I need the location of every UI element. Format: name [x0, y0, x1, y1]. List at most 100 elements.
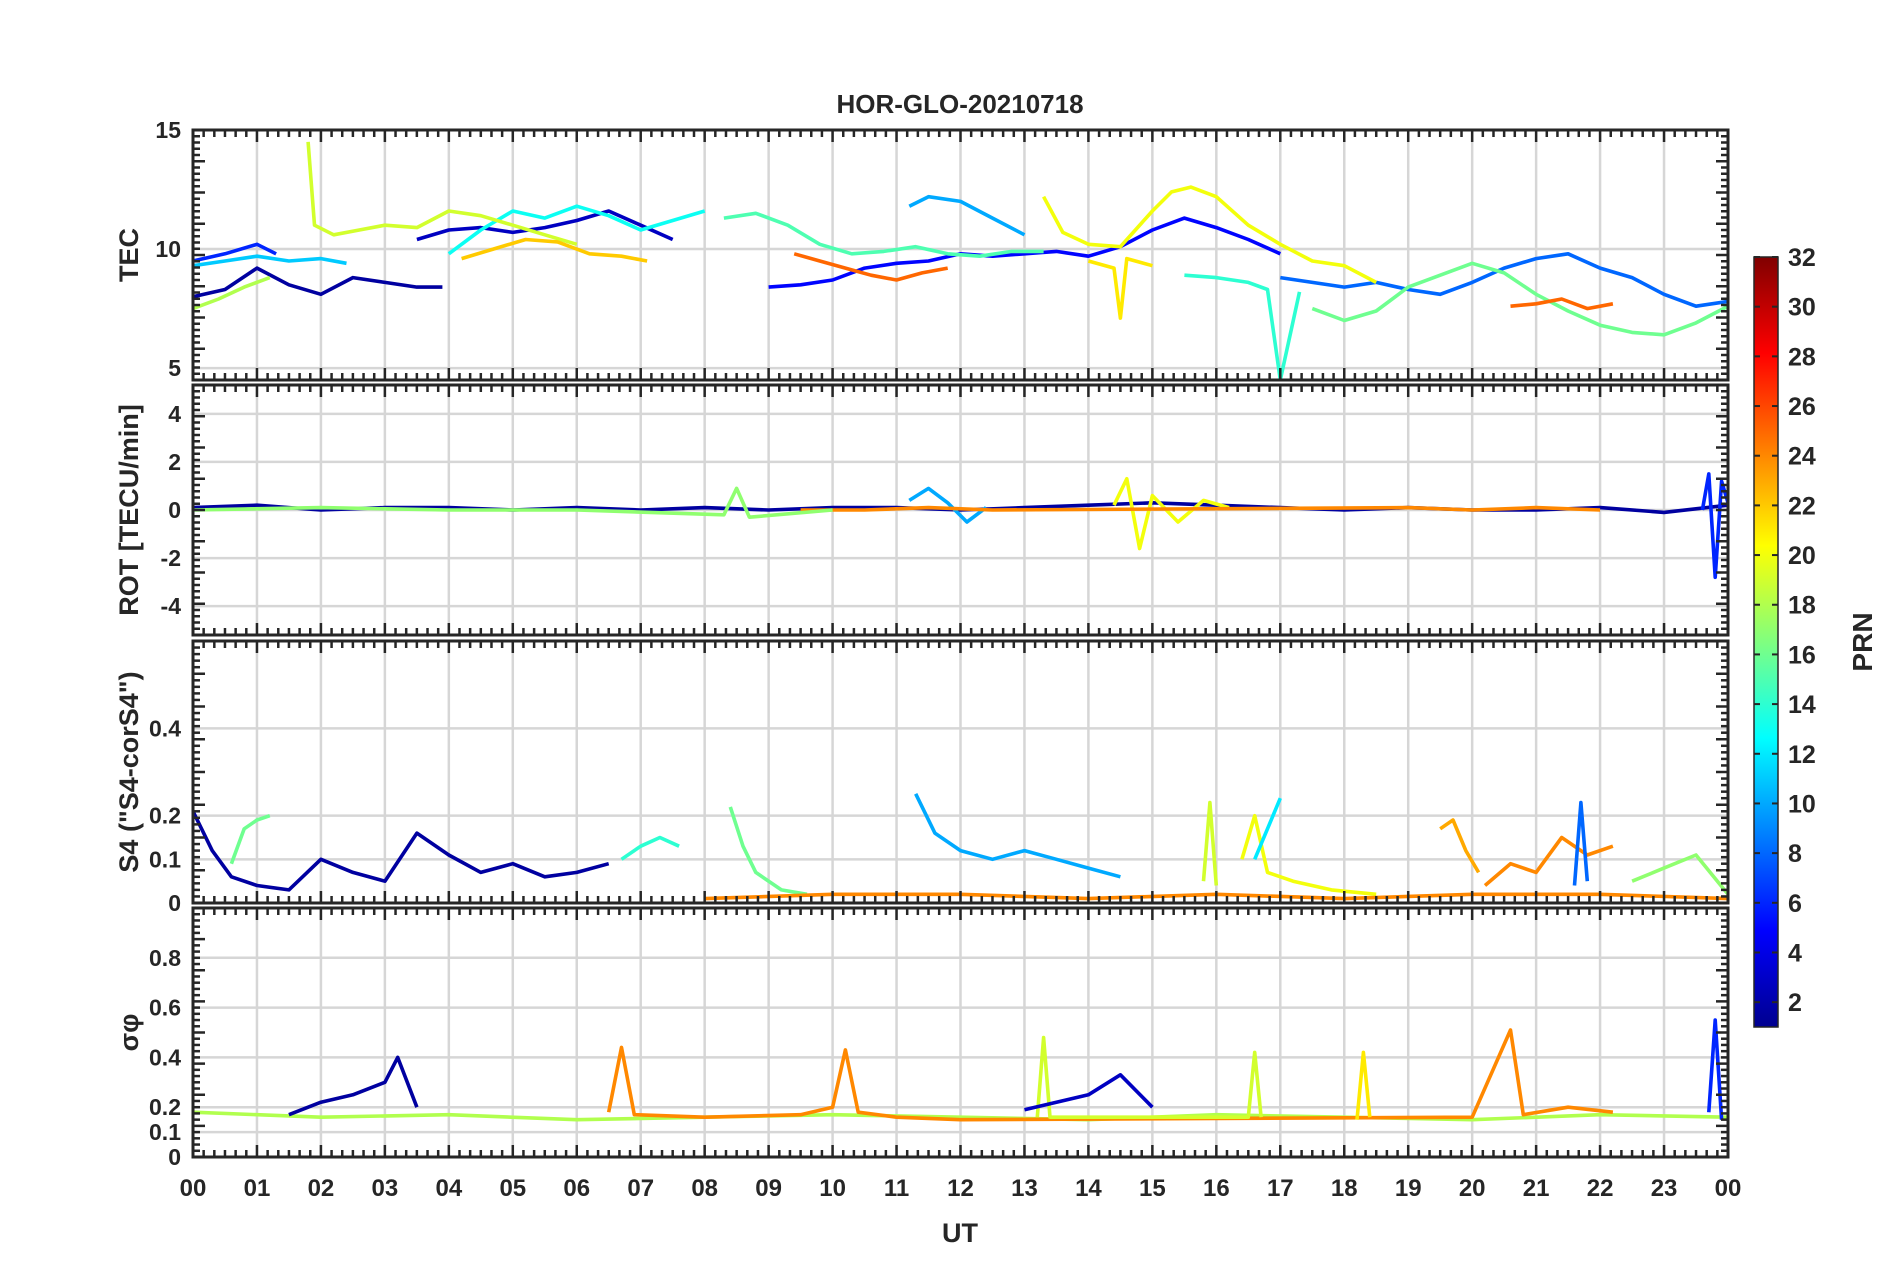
x-tick-label: 00: [180, 1175, 207, 1202]
x-tick-label: 15: [1139, 1175, 1166, 1202]
y-tick-label: 0.1: [149, 1119, 181, 1145]
colorbar: 32 30 28 26 24 22 20 18 16 14 12 10 8 6 4 2 PRN: [1753, 244, 1878, 1028]
series-line-prn-19: [306, 141, 578, 247]
series-line-prn-20: [1042, 185, 1378, 284]
series-line-prn-2: [193, 810, 610, 892]
y-axis-label: S4 ("S4-corS4"): [114, 671, 144, 872]
colorbar-tick-label: 14: [1788, 691, 1816, 719]
panel-tec: 15 10 5 TEC: [114, 117, 1730, 382]
y-tick-label: 0.4: [149, 1044, 181, 1070]
series-group: [193, 141, 1728, 380]
colorbar-tick-label: 4: [1788, 939, 1802, 967]
series-line-prn-3: [416, 209, 674, 242]
colorbar-tick-label: 22: [1788, 492, 1816, 520]
series-line-prn-11: [193, 254, 347, 268]
x-tick-label: 08: [691, 1175, 718, 1202]
y-axis-label: σφ: [114, 1014, 144, 1052]
colorbar-tick-label: 2: [1788, 989, 1802, 1017]
y-tick-label: -2: [161, 545, 181, 571]
colorbar-tick-label: 32: [1788, 244, 1816, 272]
series-line-prn-16: [728, 806, 808, 897]
series-line-prn-17: [193, 486, 833, 520]
x-tick-label: 14: [1075, 1175, 1102, 1202]
x-tick-label: 20: [1459, 1175, 1486, 1202]
x-tick-label: 06: [563, 1175, 590, 1202]
x-axis-label: UT: [942, 1218, 978, 1248]
y-tick-label: 0.2: [149, 803, 181, 829]
series-line-prn-15: [723, 211, 1044, 259]
y-tick-label: 0.1: [149, 846, 181, 872]
chart-title: HOR-GLO-20210718: [836, 89, 1083, 119]
colorbar-label: PRN: [1847, 612, 1878, 671]
series-line-prn-25: [793, 252, 949, 282]
colorbar-tick-label: 30: [1788, 294, 1816, 322]
y-tick-label: 2: [168, 449, 181, 475]
x-tick-label: 02: [308, 1175, 335, 1202]
y-tick-label: 10: [155, 236, 181, 262]
series-line-prn-19: [1201, 800, 1219, 886]
y-tick-label: 0: [168, 1144, 181, 1170]
panel-sigma_phi: 0.8 0.6 0.4 0.20.10 σφ: [114, 906, 1730, 1170]
y-tick-label: 5: [168, 355, 181, 381]
y-tick-label: 0: [168, 497, 181, 523]
series-line-prn-6: [1700, 472, 1728, 580]
x-tick-label: 19: [1395, 1175, 1422, 1202]
series-line-prn-24: [800, 505, 1601, 512]
series-line-prn-10: [914, 793, 1121, 879]
colorbar-tick-label: 10: [1788, 790, 1816, 818]
x-tick-label: 21: [1523, 1175, 1550, 1202]
colorbar-tick-label: 12: [1788, 741, 1816, 769]
series-line-prn-6: [1707, 1018, 1724, 1120]
series-line-prn-22: [461, 237, 648, 263]
panel-rot: 4 2 0 -2 -4 ROT [TECU/min]: [114, 383, 1730, 637]
x-tick-label: 04: [435, 1175, 462, 1202]
series-line-prn-16: [229, 813, 271, 865]
series-line-prn-2: [193, 266, 443, 299]
series-line-prn-21: [1355, 1050, 1372, 1120]
colorbar-tick-label: 6: [1788, 890, 1802, 918]
series-group: [193, 793, 1728, 901]
series-line-prn-2: [288, 1055, 419, 1117]
colorbar-tick-label: 28: [1788, 343, 1816, 371]
series-line-prn-8: [1280, 252, 1728, 309]
series-line-prn-3: [1024, 1073, 1154, 1112]
series-line-prn-21: [1087, 256, 1153, 320]
series-line-prn-18: [193, 275, 271, 311]
x-tick-label: 10: [819, 1175, 846, 1202]
colorbar-tick-label: 24: [1788, 443, 1816, 471]
y-tick-label: 4: [168, 401, 181, 427]
series-line-prn-17: [1631, 853, 1728, 896]
x-tick-label: 05: [499, 1175, 526, 1202]
series-line-prn-25: [1510, 297, 1614, 311]
series-line-prn-6: [193, 242, 277, 263]
x-tick-label: 11: [884, 1175, 909, 1202]
series-line-prn-20: [1112, 476, 1230, 551]
x-tick-label: 07: [627, 1175, 654, 1202]
colorbar-gradient: [1753, 256, 1779, 1028]
y-tick-label: 0.6: [149, 995, 181, 1021]
series-line-prn-24: [606, 1028, 1614, 1122]
series-group: [193, 1018, 1728, 1122]
series-group: [193, 472, 1728, 580]
x-tick-label: 16: [1203, 1175, 1230, 1202]
x-tick-label: 01: [244, 1175, 271, 1202]
series-line-prn-13: [447, 204, 706, 256]
series-line-prn-14: [620, 835, 680, 861]
x-tick-label: 00: [1715, 1175, 1742, 1202]
x-tick-label: 12: [947, 1175, 974, 1202]
series-line-prn-24: [1483, 835, 1614, 887]
series-line-prn-12: [1253, 797, 1282, 860]
y-tick-label: 15: [155, 117, 181, 143]
y-tick-label: 0: [168, 890, 181, 916]
colorbar-ticks: 32 30 28 26 24 22 20 18 16 14 12 10 8 6 4 2: [1754, 244, 1816, 1017]
colorbar-tick-label: 8: [1788, 840, 1802, 868]
x-tick-label: 13: [1011, 1175, 1038, 1202]
colorbar-tick-label: 26: [1788, 393, 1816, 421]
series-line-prn-20: [1240, 813, 1377, 897]
y-tick-label: -4: [161, 593, 182, 619]
x-tick-label: 03: [372, 1175, 399, 1202]
y-tick-label: 0.2: [149, 1094, 181, 1120]
y-axis-label: TEC: [114, 228, 144, 282]
series-line-prn-23: [1439, 818, 1481, 874]
